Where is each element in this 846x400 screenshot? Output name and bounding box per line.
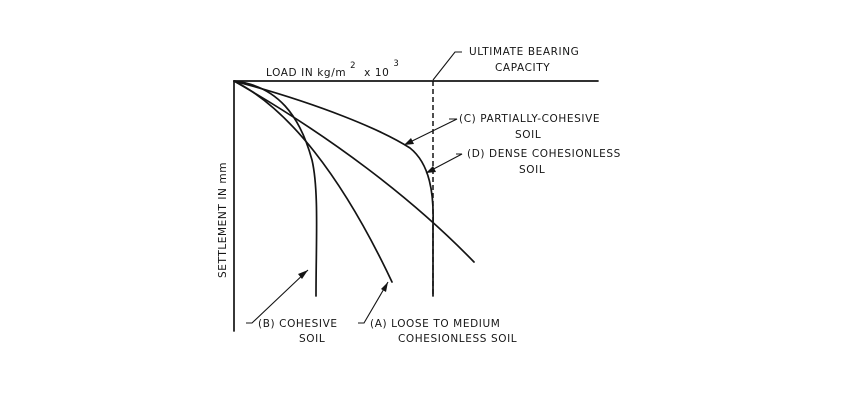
load-axis-label-main: LOAD IN kg/m: [266, 67, 346, 79]
curve-d-dense-cohesionless-soil: [233, 80, 434, 297]
ultimate-bearing-capacity-leader: [432, 51, 462, 81]
curve-c-partially-cohesive-soil: [233, 80, 475, 263]
curve-a-loose-to-medium-cohesionless-soil: [233, 80, 393, 283]
curve-c-arrowhead: [404, 138, 414, 145]
curve-c-label-line-2: SOIL: [515, 129, 541, 141]
settlement-axis-label: SETTLEMENT IN mm: [217, 162, 229, 278]
curve-a-arrowhead: [381, 282, 388, 292]
ultimate-bearing-capacity-line-1: ULTIMATE BEARING: [469, 46, 579, 58]
curve-b-label-line-2: SOIL: [299, 333, 325, 345]
curve-b-label-line-1: (B) COHESIVE: [258, 318, 338, 330]
curve-b-leader: [246, 269, 309, 324]
curve-a-label-line-2: COHESIONLESS SOIL: [398, 333, 517, 345]
curve-b-cohesive-soil: [233, 80, 318, 297]
curve-c-label-line-1: (C) PARTIALLY-COHESIVE: [459, 113, 600, 125]
load-axis-label-power-2: 2: [350, 61, 356, 71]
curve-c-leader: [403, 118, 458, 146]
load-axis-label-power-3: 3: [393, 59, 399, 69]
curve-d-leader: [425, 153, 463, 174]
load-axis-label: LOAD IN kg/m 2 x 10 3: [266, 59, 399, 79]
curve-d-label-line-2: SOIL: [519, 164, 545, 176]
curve-b-arrowhead: [298, 270, 308, 279]
ultimate-bearing-capacity-line-2: CAPACITY: [495, 62, 550, 74]
curve-a-label-line-1: (A) LOOSE TO MEDIUM: [370, 318, 500, 330]
load-axis-label-times: x 10: [364, 67, 389, 79]
curve-d-arrowhead: [426, 166, 436, 173]
curve-d-label-line-1: (D) DENSE COHESIONLESS: [467, 148, 621, 160]
curve-a-leader: [358, 281, 389, 324]
